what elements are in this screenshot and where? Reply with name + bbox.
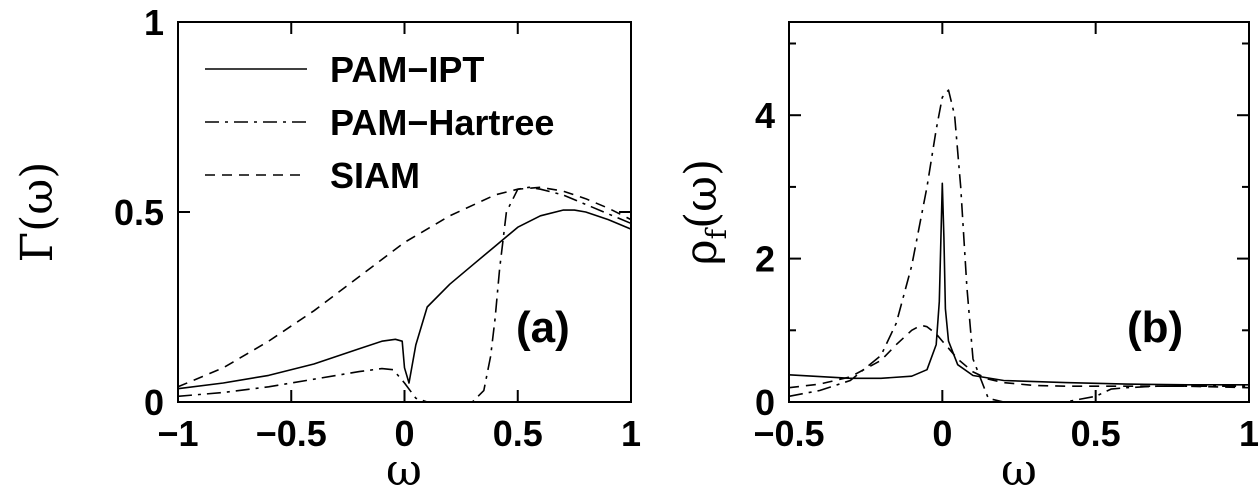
y-axis-label-b-main: ρ xyxy=(676,239,727,265)
ticks-a: −1 −0.5 0 0.5 1 0 0.5 1 xyxy=(114,2,641,454)
x-tick-label-a-1: −0.5 xyxy=(256,413,327,454)
series-line-b-pam-ipt xyxy=(788,182,1249,386)
y-axis-label-b: ρf(ω) xyxy=(676,159,733,265)
series-line-b-pam-hartree xyxy=(788,89,1249,403)
x-tick-label-a-4: 1 xyxy=(621,413,641,454)
y-axis-label-b-sub: f xyxy=(700,226,733,239)
y-axis-label-b-tail: (ω) xyxy=(676,159,727,229)
y-tick-label-b-1: 2 xyxy=(755,239,775,280)
x-tick-label-b-0: −0.5 xyxy=(753,413,824,454)
x-tick-label-a-0: −1 xyxy=(157,413,198,454)
x-axis-label-b: ω xyxy=(1001,445,1037,489)
y-tick-label-a-0: 0 xyxy=(144,382,164,423)
panel-label-a: (a) xyxy=(516,303,570,352)
x-tick-label-b-1: 0 xyxy=(932,413,952,454)
y-axis-label-a: Γ(ω) xyxy=(12,162,63,263)
y-tick-label-b-2: 4 xyxy=(755,95,775,136)
y-tick-label-a-1: 0.5 xyxy=(114,192,164,233)
x-tick-label-b-2: 0.5 xyxy=(1071,413,1121,454)
panel-a: −1 −0.5 0 0.5 1 0 0.5 1 Γ(ω) ω (a) PAM−IPT PAM−… xyxy=(12,2,641,489)
series-lines-a xyxy=(177,186,632,403)
series-line-a-siam xyxy=(177,186,632,388)
series-line-a-pam-ipt xyxy=(177,209,632,390)
plot-frame-b xyxy=(788,21,1250,403)
legend-label-pam-ipt: PAM−IPT xyxy=(330,49,484,90)
legend-label-siam: SIAM xyxy=(330,155,420,196)
x-axis-label-a: ω xyxy=(386,445,422,489)
legend: PAM−IPT PAM−Hartree SIAM xyxy=(205,49,554,196)
panel-label-b: (b) xyxy=(1127,303,1183,352)
y-tick-label-a-2: 1 xyxy=(144,2,164,43)
legend-label-pam-hartree: PAM−Hartree xyxy=(330,102,554,143)
series-lines-b xyxy=(788,89,1250,403)
series-line-a-pam-hartree xyxy=(177,186,632,403)
x-tick-label-b-3: 1 xyxy=(1239,413,1259,454)
series-line-b-siam xyxy=(788,324,1250,389)
x-tick-label-a-3: 0.5 xyxy=(493,413,543,454)
x-tick-label-a-2: 0 xyxy=(394,413,414,454)
y-tick-label-b-0: 0 xyxy=(755,382,775,423)
